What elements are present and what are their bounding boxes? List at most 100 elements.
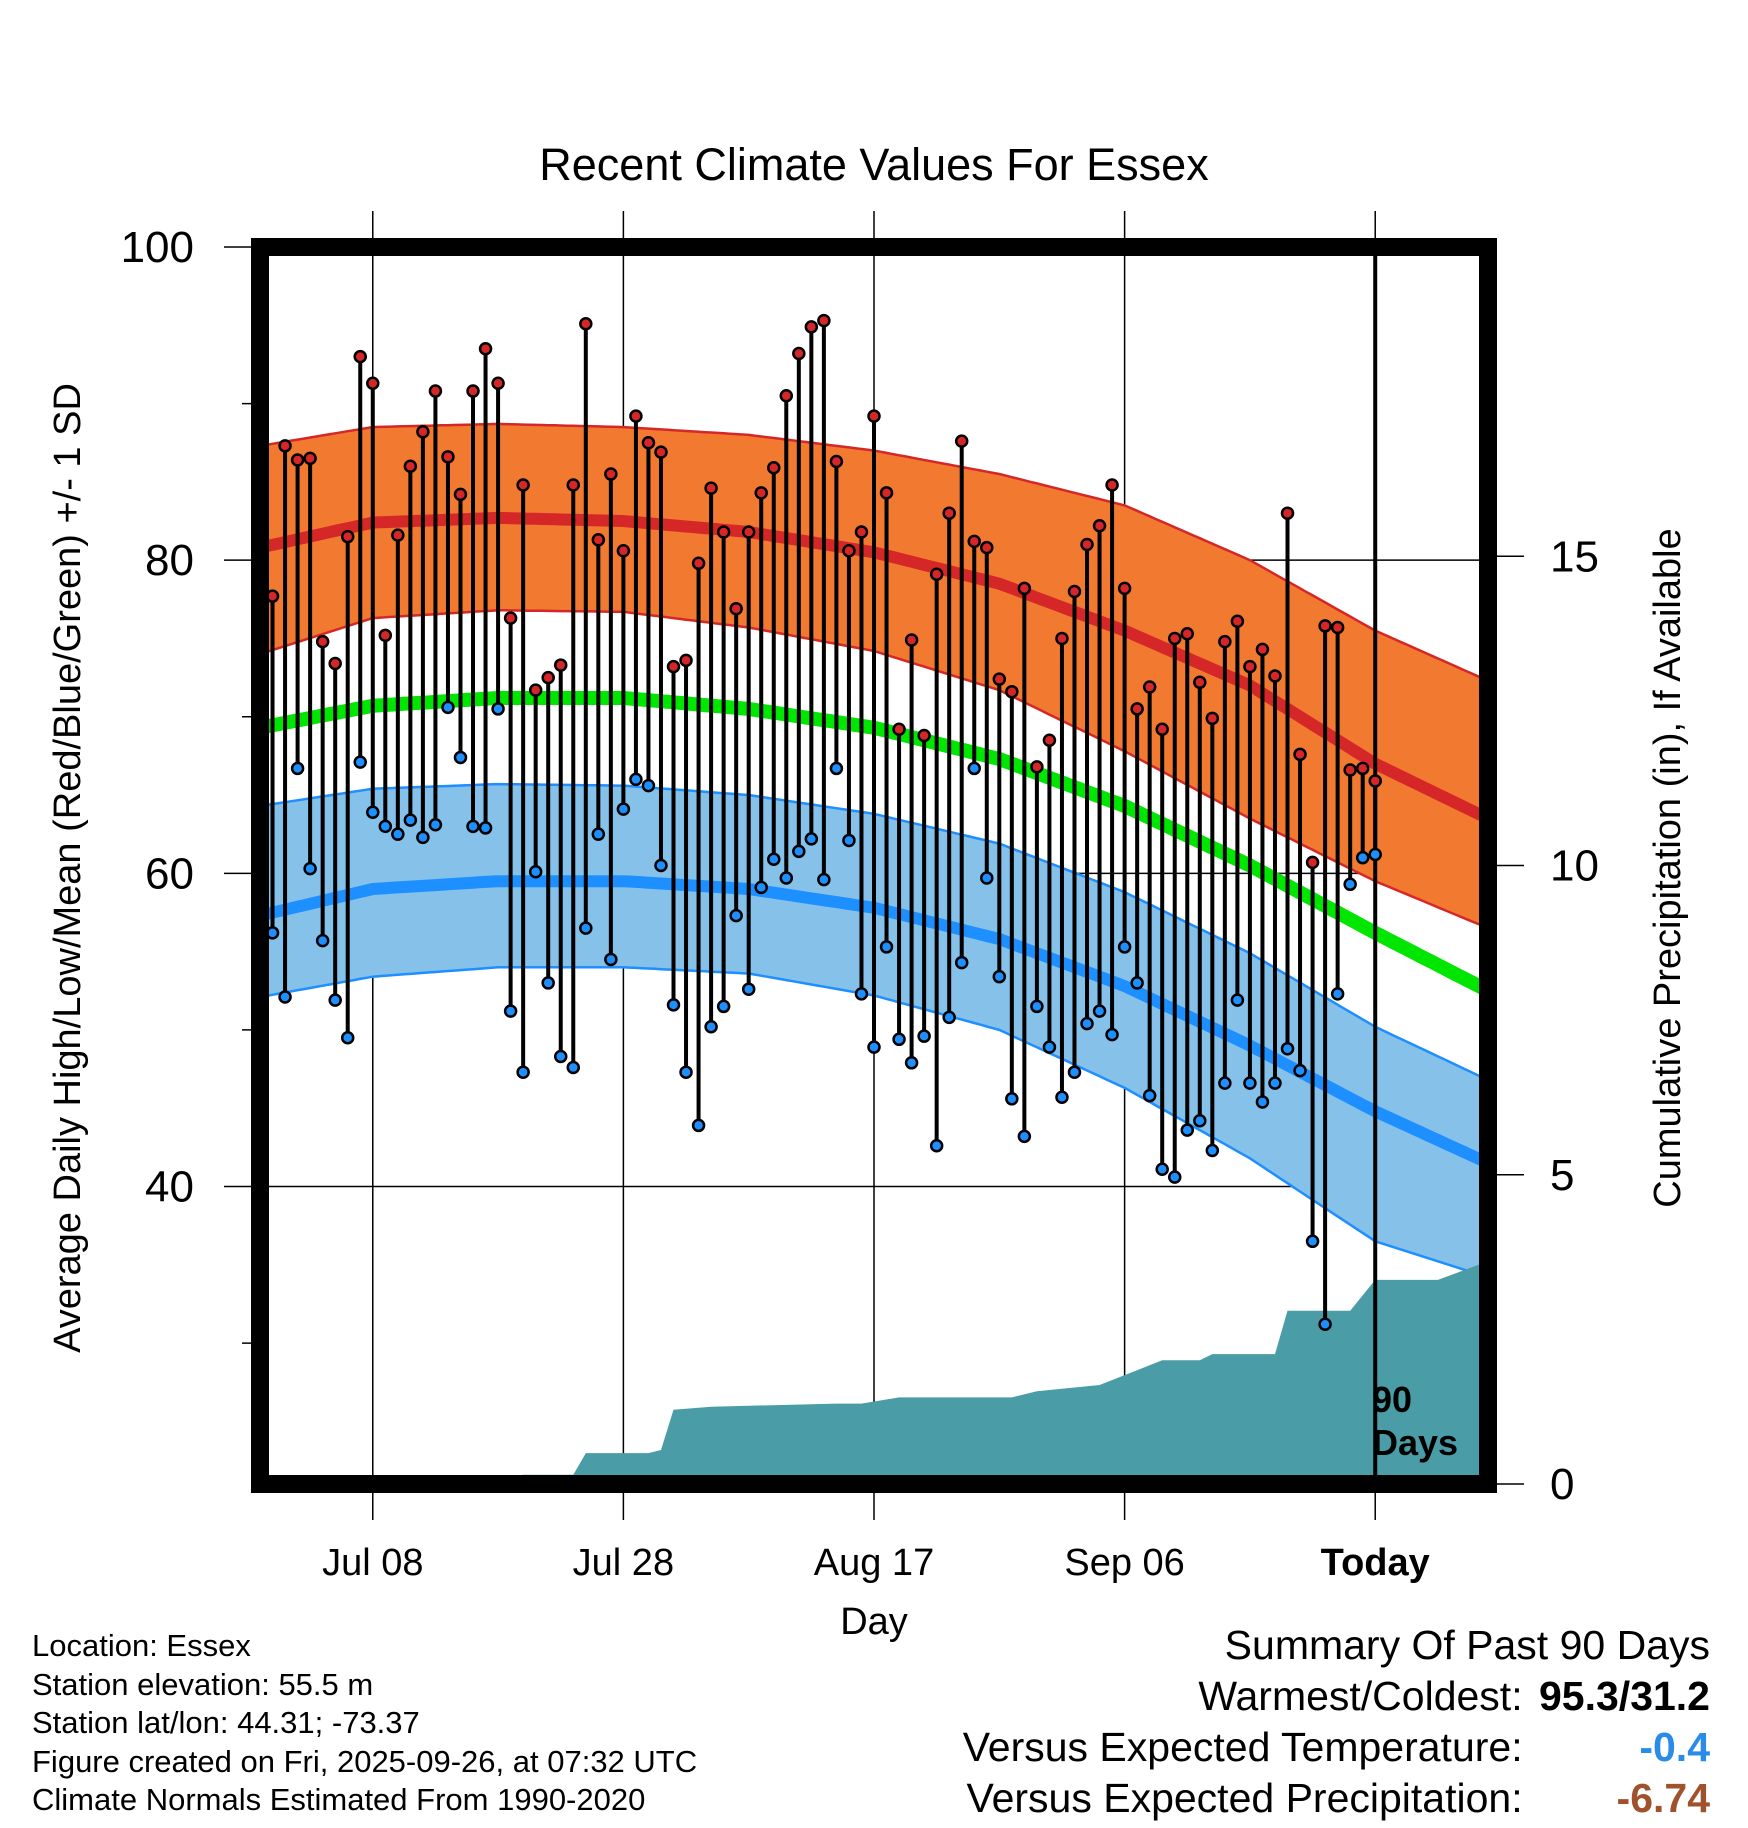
daily-low-point <box>1042 1040 1057 1054</box>
daily-high-point <box>1330 620 1345 635</box>
daily-low-point <box>980 871 994 885</box>
y2-tick-label: 10 <box>1550 842 1599 891</box>
daily-high-point <box>767 461 781 475</box>
daily-high-point <box>1293 747 1307 762</box>
daily-high-point <box>716 525 731 539</box>
daily-high-point <box>1193 675 1207 690</box>
daily-low-point <box>779 871 794 885</box>
daily-low-point <box>1243 1076 1257 1090</box>
daily-high-point <box>929 567 944 582</box>
daily-high-point <box>403 459 418 473</box>
daily-low-point <box>1155 1162 1169 1177</box>
daily-high-point <box>992 672 1007 686</box>
daily-low-point <box>290 761 305 776</box>
location-text: Location: Essex <box>32 1628 251 1663</box>
daily-low-point <box>767 852 781 866</box>
y-tick-label: 80 <box>145 536 194 585</box>
daily-low-point <box>478 821 493 835</box>
daily-low-point <box>754 880 768 895</box>
daily-high-point <box>666 659 681 674</box>
period-label-number: 90 <box>1372 1379 1412 1420</box>
daily-high-point <box>1343 763 1357 777</box>
warm-cold-label: Warmest/Coldest: <box>1198 1673 1523 1719</box>
daily-high-point <box>1055 631 1069 646</box>
chart-title: Recent Climate Values For Essex <box>539 139 1209 190</box>
precip-area <box>260 1261 1488 1484</box>
daily-low-point <box>579 921 593 935</box>
daily-high-point <box>328 656 342 671</box>
daily-high-point <box>428 384 443 398</box>
daily-low-point <box>1180 1123 1195 1137</box>
daily-low-point <box>654 858 668 873</box>
daily-high-point <box>867 409 881 423</box>
daily-low-point <box>1330 987 1345 1001</box>
daily-low-point <box>716 999 731 1014</box>
daily-low-point <box>604 952 618 967</box>
y-tick-label: 100 <box>121 223 194 272</box>
daily-high-point <box>1167 631 1182 646</box>
daily-high-point <box>842 544 856 558</box>
daily-low-point <box>942 1010 956 1025</box>
daily-low-point <box>1167 1170 1182 1184</box>
daily-high-point <box>516 478 530 492</box>
daily-high-point <box>478 342 493 356</box>
daily-low-point <box>1105 1027 1119 1042</box>
daily-low-point <box>842 833 856 848</box>
x-tick-label: Aug 17 <box>814 1542 934 1584</box>
daily-high-point <box>1305 855 1320 870</box>
daily-low-point <box>366 805 380 820</box>
daily-low-point <box>691 1118 706 1133</box>
daily-low-point <box>729 908 743 923</box>
daily-high-point <box>453 487 468 502</box>
precip-value: -6.74 <box>1616 1775 1710 1821</box>
daily-high-point <box>553 658 568 672</box>
daily-low-point <box>516 1065 530 1079</box>
daily-low-point <box>453 750 468 765</box>
daily-high-point <box>616 544 631 558</box>
y-tick-label: 40 <box>145 1162 194 1211</box>
daily-high-point <box>641 435 656 450</box>
daily-low-point <box>854 987 869 1001</box>
daily-high-point <box>1080 537 1094 552</box>
daily-high-point <box>353 349 367 364</box>
x-tick-label: Jul 08 <box>322 1542 423 1584</box>
daily-low-point <box>1218 1076 1232 1090</box>
daily-low-point <box>1318 1317 1332 1332</box>
daily-low-point <box>340 1030 355 1045</box>
daily-low-point <box>503 1004 518 1018</box>
daily-high-point <box>1180 627 1195 641</box>
daily-high-point <box>541 670 555 685</box>
daily-low-point <box>641 778 656 793</box>
precip-row: Versus Expected Precipitation: -6.74 <box>963 1773 1711 1824</box>
daily-high-point <box>303 451 317 466</box>
daily-high-point <box>1042 733 1057 747</box>
daily-high-point <box>1005 684 1019 699</box>
daily-low-point <box>1092 1004 1107 1018</box>
daily-low-point <box>1117 940 1132 954</box>
daily-high-point <box>741 525 756 539</box>
daily-high-point <box>1280 506 1295 520</box>
daily-high-point <box>528 683 543 697</box>
daily-low-point <box>1005 1092 1019 1106</box>
daily-high-point <box>391 528 405 542</box>
daily-high-point <box>691 556 706 571</box>
daily-high-point <box>1205 711 1220 726</box>
daily-high-point <box>954 434 969 448</box>
daily-high-point <box>942 506 956 520</box>
daily-low-point <box>553 1049 568 1064</box>
precip-label: Versus Expected Precipitation: <box>966 1775 1523 1821</box>
daily-low-point <box>1067 1065 1082 1079</box>
high-sd-band <box>260 423 1488 929</box>
daily-high-point <box>1105 478 1119 492</box>
daily-low-point <box>541 976 555 990</box>
daily-high-point <box>704 481 718 495</box>
period-label-unit: Days <box>1372 1422 1458 1463</box>
daily-high-point <box>340 529 355 544</box>
daily-low-point <box>1255 1095 1270 1109</box>
daily-low-point <box>391 827 405 841</box>
daily-high-point <box>1243 659 1257 674</box>
daily-low-point <box>528 865 543 879</box>
daily-low-point <box>879 940 894 954</box>
daily-high-point <box>1355 761 1370 776</box>
